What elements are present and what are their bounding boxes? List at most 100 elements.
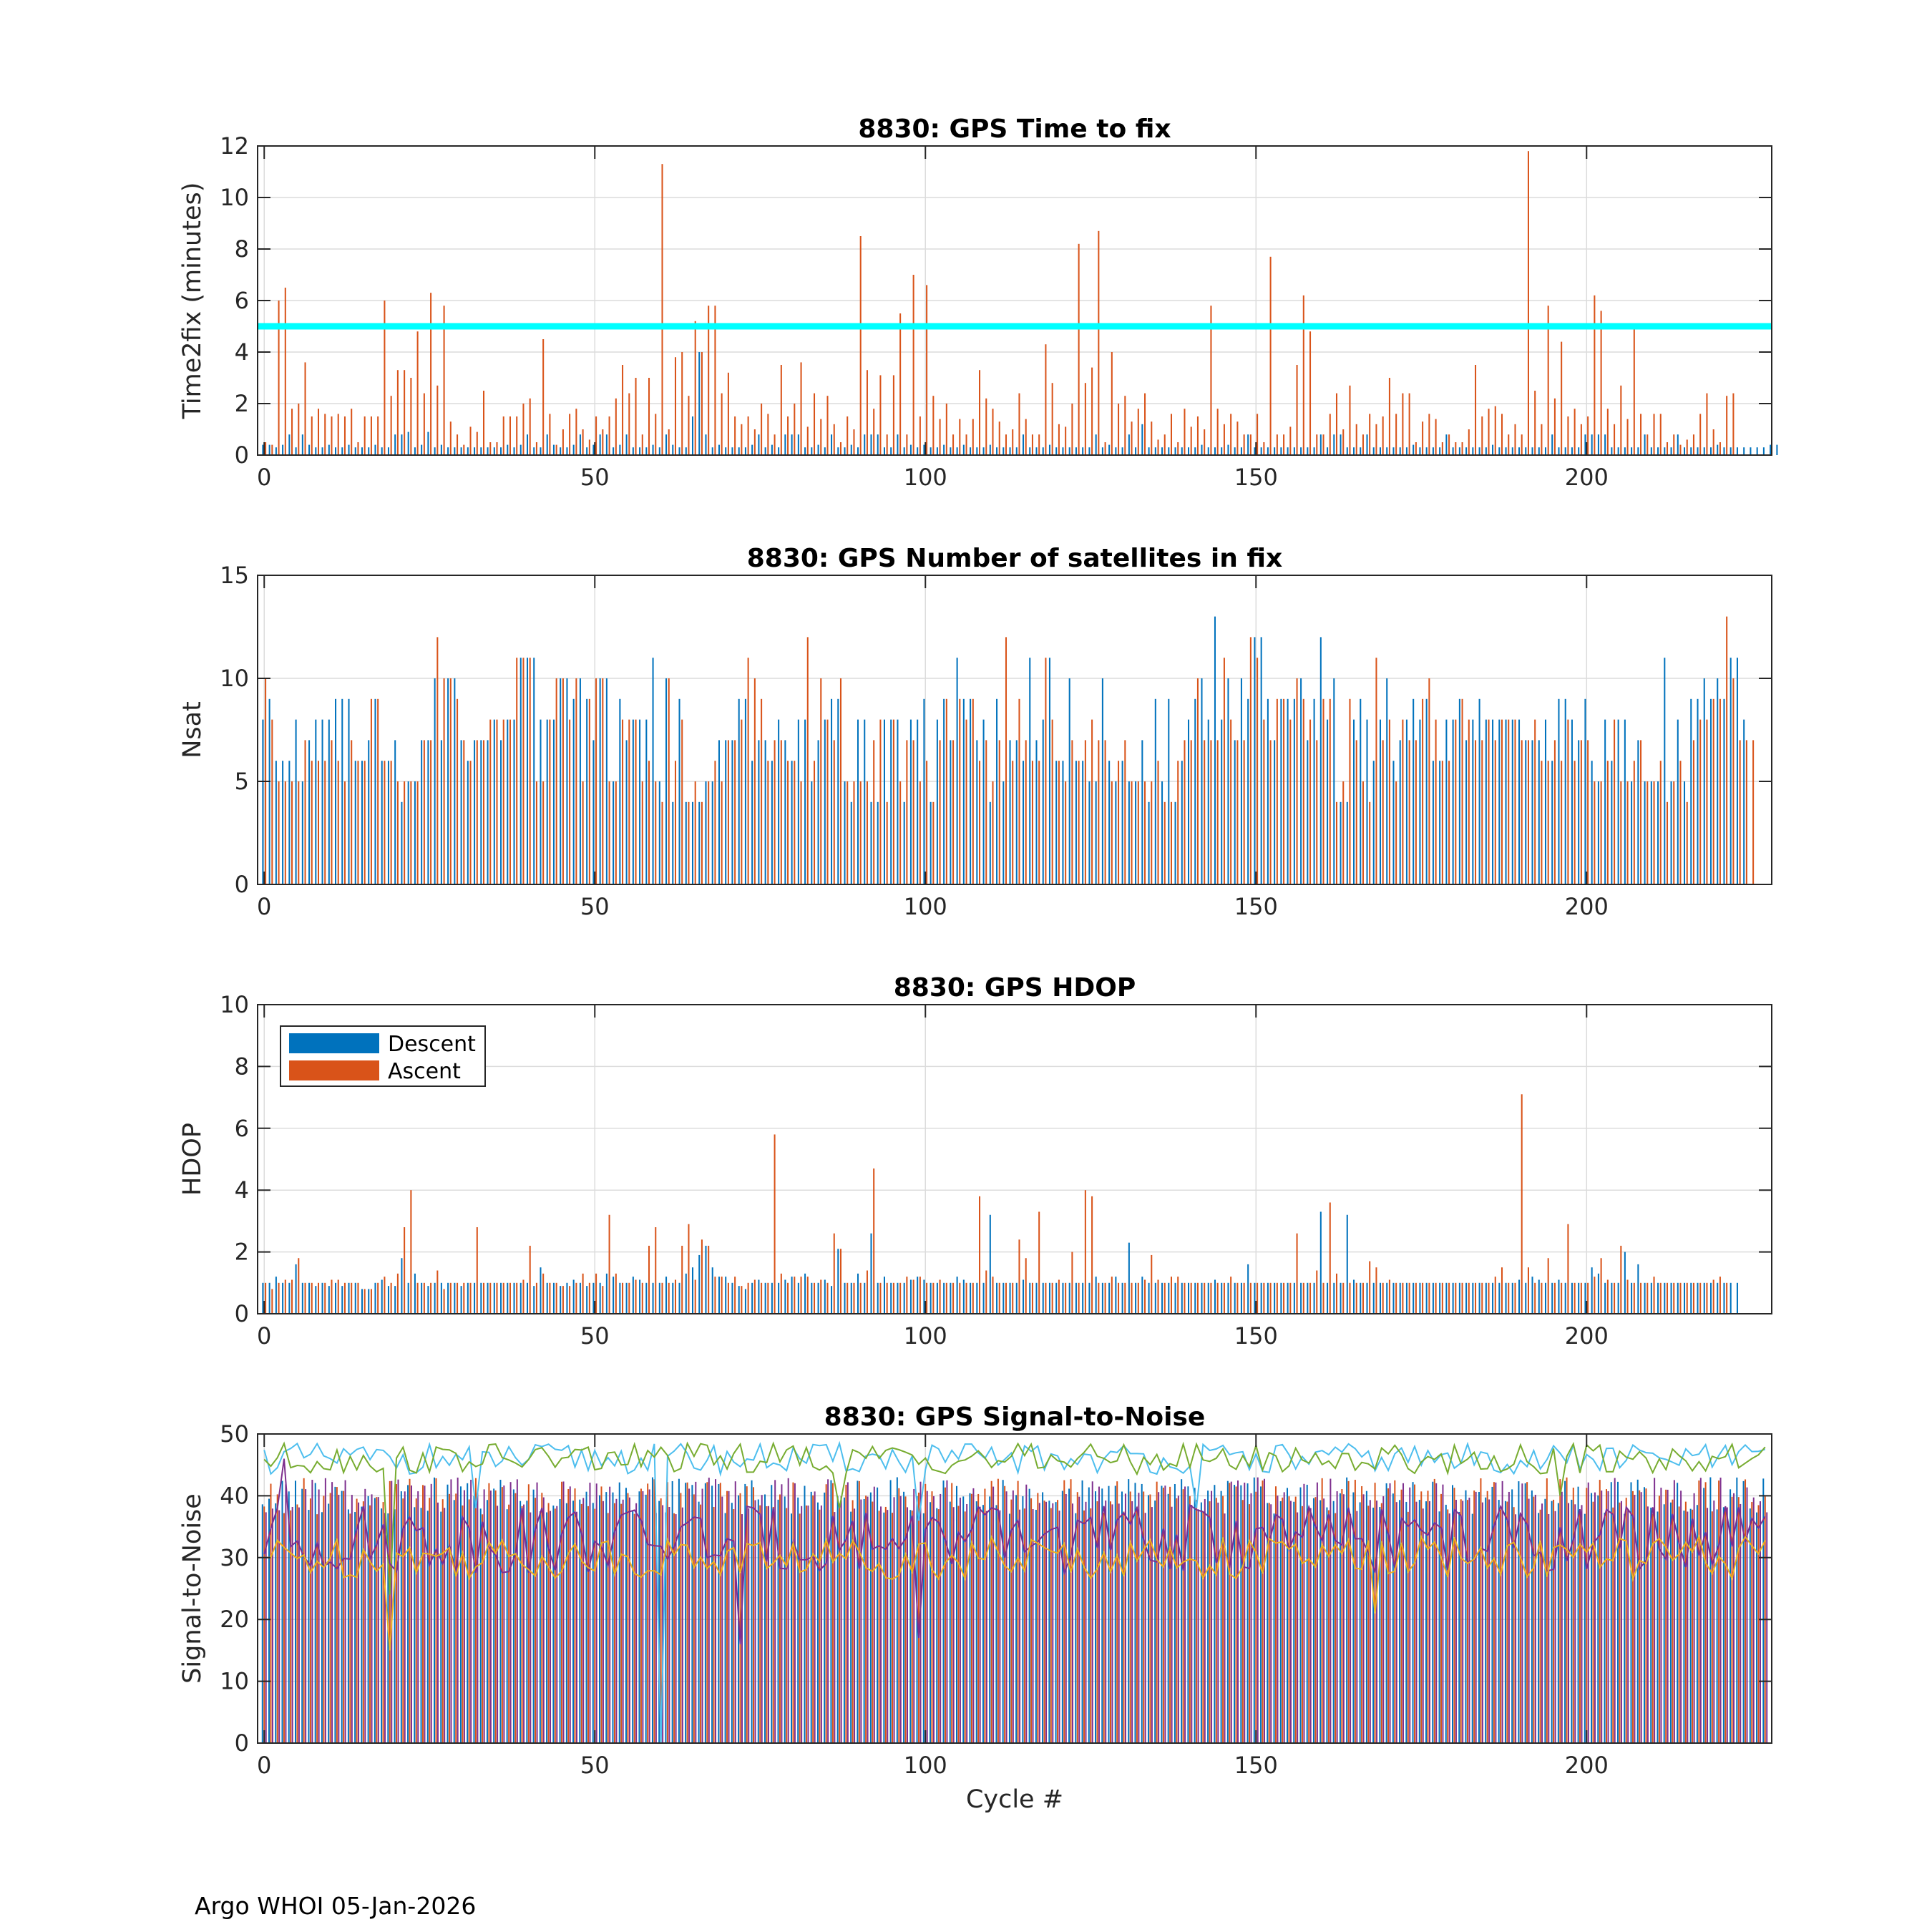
- snr-bar: [1634, 1494, 1636, 1743]
- bar-descent: [533, 658, 535, 884]
- bar-descent: [1425, 447, 1428, 455]
- bar-ascent: [1196, 416, 1199, 455]
- bar-descent: [1571, 719, 1573, 884]
- bar-ascent: [1587, 740, 1589, 884]
- bar-ascent: [271, 719, 273, 884]
- bar-descent: [381, 447, 383, 455]
- snr-bar: [1389, 1483, 1391, 1743]
- bar-ascent: [1614, 719, 1616, 884]
- bar-descent: [348, 698, 350, 884]
- bar-descent: [989, 801, 991, 884]
- snr-bar: [1105, 1500, 1107, 1743]
- snr-bar: [719, 1483, 721, 1743]
- snr-bar: [1591, 1493, 1593, 1743]
- snr-bar: [455, 1493, 457, 1743]
- bar-ascent: [1448, 434, 1450, 455]
- snr-bar: [952, 1507, 955, 1743]
- bar-descent: [870, 434, 872, 455]
- bar-descent: [632, 719, 634, 884]
- bar-ascent: [522, 658, 525, 884]
- snr-bar: [860, 1499, 862, 1743]
- snr-bar: [1392, 1493, 1394, 1743]
- bar-descent: [989, 1214, 991, 1314]
- bar-ascent: [734, 416, 736, 455]
- bar-descent: [1340, 1282, 1342, 1314]
- bar-ascent: [1078, 761, 1080, 884]
- snr-bar: [704, 1483, 706, 1743]
- bar-descent: [652, 1282, 654, 1314]
- bar-ascent: [1441, 761, 1443, 884]
- bar-ascent: [992, 1277, 994, 1314]
- bar-ascent: [1375, 1267, 1377, 1314]
- bar-descent: [560, 447, 562, 455]
- bar-descent: [691, 1267, 694, 1314]
- bar-descent: [1631, 1282, 1633, 1314]
- snr-bar: [376, 1497, 378, 1743]
- bar-ascent: [1329, 1202, 1331, 1314]
- snr-bar: [414, 1507, 416, 1743]
- bar-descent: [513, 719, 515, 884]
- bar-ascent: [265, 442, 267, 455]
- bar-descent: [1445, 719, 1448, 884]
- bar-ascent: [1594, 1277, 1596, 1314]
- snr-bar: [1151, 1507, 1153, 1743]
- bar-ascent: [1461, 698, 1463, 884]
- snr-bar: [1253, 1477, 1255, 1743]
- bar-descent: [1736, 1282, 1738, 1314]
- bar-descent: [890, 1282, 892, 1314]
- snr-bar: [892, 1513, 894, 1743]
- bar-ascent: [457, 434, 459, 455]
- bar-descent: [1062, 1282, 1064, 1314]
- bar-descent: [1062, 447, 1064, 455]
- bar-ascent: [681, 352, 683, 455]
- bar-ascent: [1276, 434, 1278, 455]
- snr-bar: [562, 1481, 565, 1743]
- snr-bar: [625, 1488, 627, 1743]
- snr-bar: [869, 1492, 872, 1743]
- bar-ascent: [284, 781, 286, 884]
- bar-descent: [427, 431, 429, 455]
- bar-ascent: [767, 761, 769, 884]
- bar-descent: [341, 447, 343, 455]
- bar-ascent: [806, 1277, 809, 1314]
- bar-descent: [1300, 1282, 1302, 1314]
- bar-descent: [586, 1286, 588, 1314]
- bar-ascent: [595, 678, 597, 884]
- bar-descent: [1637, 447, 1639, 455]
- snr-bar: [367, 1496, 369, 1743]
- snr-bar: [830, 1480, 832, 1743]
- bar-descent: [1729, 658, 1732, 884]
- snr-bar: [1347, 1480, 1350, 1743]
- snr-bar: [1736, 1477, 1738, 1743]
- bar-descent: [394, 740, 396, 884]
- snr-bar: [503, 1485, 505, 1743]
- y-tick-label: 10: [220, 991, 249, 1018]
- bar-ascent: [443, 678, 445, 884]
- bar-ascent: [608, 781, 610, 884]
- x-tick-label: 200: [1565, 893, 1609, 920]
- snr-bar: [400, 1491, 402, 1743]
- snr-bar: [1433, 1478, 1435, 1743]
- bar-descent: [1327, 719, 1329, 884]
- bar-descent: [1617, 447, 1619, 455]
- bar-descent: [797, 719, 799, 884]
- snr-bar: [1339, 1493, 1341, 1743]
- bar-descent: [1214, 447, 1216, 455]
- bar-ascent: [1144, 1279, 1146, 1314]
- bar-descent: [460, 447, 462, 455]
- snr-bar: [840, 1496, 842, 1743]
- snr-bar: [992, 1486, 995, 1743]
- bar-ascent: [1415, 1282, 1417, 1314]
- bar-descent: [526, 1282, 529, 1314]
- bar-ascent: [892, 719, 894, 884]
- bar-ascent: [641, 781, 643, 884]
- bar-ascent: [1455, 719, 1457, 884]
- bar-descent: [1161, 447, 1163, 455]
- bar-ascent: [390, 761, 392, 884]
- snr-bar: [695, 1481, 697, 1743]
- snr-bar: [1663, 1504, 1665, 1743]
- bar-ascent: [892, 375, 894, 455]
- snr-bar: [1279, 1501, 1282, 1743]
- bar-ascent: [767, 414, 769, 455]
- snr-bar: [845, 1485, 847, 1743]
